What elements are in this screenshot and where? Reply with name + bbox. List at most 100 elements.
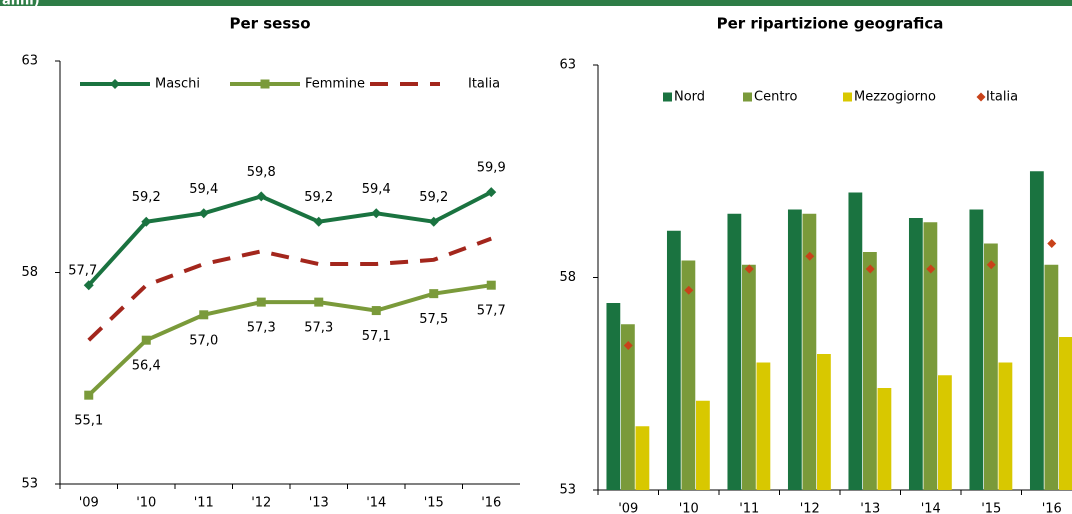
y-tick-label: 63 <box>21 54 38 69</box>
data-label: 57,7 <box>477 304 506 319</box>
x-tick-label: '10 <box>679 502 699 514</box>
data-label: 55,1 <box>74 414 103 429</box>
bar <box>1029 171 1044 490</box>
bar <box>998 362 1013 490</box>
marker <box>486 187 497 198</box>
x-tick-label: '11 <box>194 496 214 511</box>
marker <box>198 208 209 219</box>
data-label: 57,7 <box>68 264 97 279</box>
x-tick-label: '10 <box>136 496 156 511</box>
bar <box>938 375 952 490</box>
bar <box>969 209 984 490</box>
marker <box>314 297 324 307</box>
marker <box>371 208 382 219</box>
bar <box>787 209 802 490</box>
data-label: 59,2 <box>419 190 448 205</box>
bar <box>848 192 863 490</box>
data-label: 59,4 <box>362 182 391 197</box>
marker <box>371 306 381 316</box>
bar <box>696 400 710 490</box>
marker <box>1047 239 1057 248</box>
marker <box>141 216 152 227</box>
legend-label: Italia <box>986 90 1018 105</box>
x-tick-label: '15 <box>424 496 444 511</box>
bar <box>983 243 998 490</box>
bar <box>620 324 635 490</box>
header-band <box>0 0 1072 6</box>
marker <box>429 289 439 299</box>
chart-title: Per ripartizione geografica <box>717 15 944 33</box>
marker <box>805 251 815 261</box>
chart-title: Per sesso <box>229 15 310 33</box>
marker <box>256 191 267 202</box>
legend-marker <box>110 79 120 89</box>
data-label: 57,0 <box>189 333 218 348</box>
y-tick-label: 63 <box>559 58 576 73</box>
bar <box>727 213 742 490</box>
x-tick-label: '16 <box>481 496 501 511</box>
data-label: 59,2 <box>132 190 161 205</box>
line <box>87 283 492 397</box>
marker <box>428 216 439 227</box>
marker <box>313 216 324 227</box>
bar <box>666 230 681 490</box>
x-tick-label: '13 <box>309 496 329 511</box>
marker <box>199 310 209 320</box>
marker <box>84 390 94 400</box>
x-tick-label: '09 <box>79 496 99 511</box>
data-label: 59,4 <box>189 182 218 197</box>
bar <box>681 260 696 490</box>
y-tick-label: 53 <box>559 483 576 498</box>
marker <box>623 341 633 350</box>
line <box>87 236 492 342</box>
bar <box>877 388 892 490</box>
marker <box>865 264 875 274</box>
y-tick-label: 53 <box>21 477 38 492</box>
x-tick-label: '16 <box>1042 502 1062 514</box>
bar <box>862 252 877 490</box>
data-label: 57,3 <box>247 321 276 336</box>
x-tick-label: '13 <box>860 502 880 514</box>
x-tick-label: '11 <box>739 502 759 514</box>
x-tick-label: '14 <box>921 502 941 514</box>
legend-label: Italia <box>468 77 500 92</box>
bar <box>635 426 650 490</box>
legend-label: Centro <box>754 90 797 105</box>
legend-label: Maschi <box>155 77 200 92</box>
marker <box>744 264 754 274</box>
marker <box>486 280 496 290</box>
marker <box>684 285 694 295</box>
legend-marker <box>976 92 986 102</box>
marker <box>256 297 266 307</box>
data-label: 59,9 <box>477 161 506 176</box>
y-tick-label: 58 <box>21 265 38 280</box>
bar <box>1044 264 1059 490</box>
y-tick-label: 58 <box>559 270 576 285</box>
legend-label: Femmine <box>305 77 365 92</box>
data-label: 57,3 <box>304 321 333 336</box>
marker <box>986 260 996 270</box>
x-tick-label: '09 <box>618 502 638 514</box>
x-tick-label: '15 <box>981 502 1001 514</box>
x-tick-label: '14 <box>366 496 386 511</box>
bar <box>923 222 938 490</box>
bar <box>606 303 621 490</box>
legend-swatch <box>743 92 752 102</box>
data-label: 59,8 <box>247 165 276 180</box>
data-label: 57,5 <box>419 312 448 327</box>
marker <box>141 335 151 345</box>
line <box>87 190 493 287</box>
data-label: 57,1 <box>362 329 391 344</box>
marker <box>926 264 936 274</box>
data-label: 56,4 <box>132 359 161 374</box>
marker <box>83 280 94 291</box>
data-label: 59,2 <box>304 190 333 205</box>
x-tick-label: '12 <box>251 496 271 511</box>
legend-swatch <box>663 92 672 102</box>
header-title: anni) <box>2 0 40 9</box>
legend-marker <box>260 79 270 89</box>
legend-label: Mezzogiorno <box>854 90 936 105</box>
bar <box>741 264 756 490</box>
bar <box>908 218 923 490</box>
